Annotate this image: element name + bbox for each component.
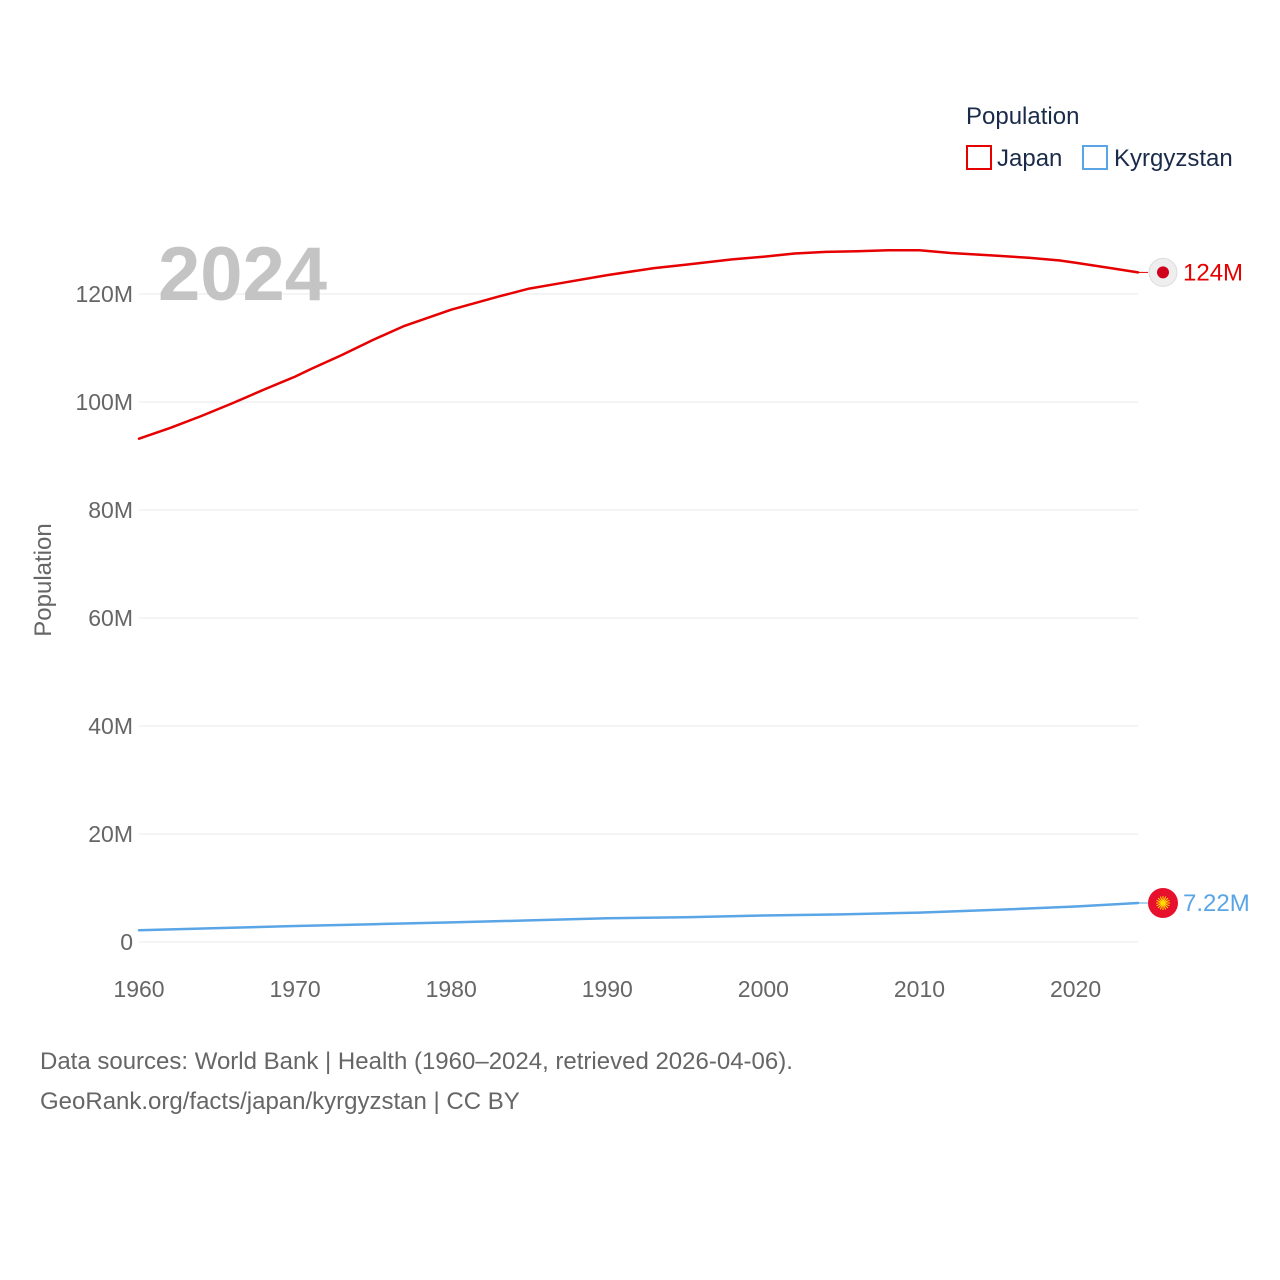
legend-swatch-kyrgyzstan [1082,145,1108,170]
kyrgyzstan-flag-ray [1157,904,1162,909]
y-tick-label: 40M [88,713,133,739]
y-axis-title: Population [30,523,57,636]
kyrgyzstan-flag-ray [1156,903,1161,907]
end-value-label-kyrgyzstan: 7.22M [1183,890,1250,917]
kyrgyzstan-flag-sun [1160,900,1166,907]
grid-lines [139,293,1138,943]
kyrgyzstan-flag-ray [1163,896,1167,901]
series-line-kyrgyzstan[interactable] [137,901,1140,932]
legend-item-japan[interactable]: Japan [966,145,1062,172]
x-tick-label: 1990 [582,976,633,1002]
kyrgyzstan-flag-ray [1159,896,1163,901]
legend-title: Population [966,103,1079,130]
end-value-label-japan: 124M [1183,259,1243,286]
source-line-data: Data sources: World Bank | Health (1960–… [40,1048,793,1075]
y-tick-label: 120M [75,281,133,307]
legend-swatch-japan [966,145,992,170]
kyrgyzstan-flag-ray [1165,903,1170,907]
kyrgyzstan-flag-ray [1164,904,1169,909]
y-tick-label: 60M [88,605,133,631]
y-tick-label: 20M [88,821,133,847]
x-tick-label: 1960 [113,976,164,1002]
legend-label-japan: Japan [997,145,1062,172]
source-line-link[interactable]: GeoRank.org/facts/japan/kyrgyzstan | CC … [40,1088,520,1115]
series-end-markers: 124M 7.22M [1138,257,1250,919]
kyrgyzstan-flag-icon [1148,888,1178,919]
kyrgyzstan-flag-ray [1159,905,1163,910]
current-year-label: 2024 [158,232,327,317]
x-tick-label: 1970 [270,976,321,1002]
x-tick-label: 2020 [1050,976,1101,1002]
y-tick-label: 0 [120,929,133,955]
kyrgyzstan-flag-ray [1164,897,1169,902]
legend[interactable]: Population Japan Kyrgyzstan [966,103,1233,172]
x-axis-ticks: 1960 1970 1980 1990 2000 2010 2020 [113,976,1101,1002]
kyrgyzstan-flag-ray [1163,905,1167,910]
japan-flag-sun [1157,266,1169,279]
x-tick-label: 2010 [894,976,945,1002]
kyrgyzstan-flag-ray [1165,899,1170,903]
x-tick-label: 2000 [738,976,789,1002]
series-line-japan[interactable] [137,249,1140,440]
source-note: Data sources: World Bank | Health (1960–… [40,1042,793,1122]
kyrgyzstan-flag-ray [1157,897,1162,902]
kyrgyzstan-flag-ray [1156,899,1161,903]
population-chart: 0 20M 40M 60M 80M 100M 120M 1960 1970 1980 1990 20… [30,103,1250,1002]
series-lines [137,249,1140,932]
y-tick-label: 100M [75,389,133,415]
legend-label-kyrgyzstan: Kyrgyzstan [1114,145,1233,172]
y-axis-ticks: 0 20M 40M 60M 80M 100M 120M [75,281,133,955]
y-tick-label: 80M [88,497,133,523]
japan-flag-icon [1148,257,1178,287]
x-tick-label: 1980 [426,976,477,1002]
legend-item-kyrgyzstan[interactable]: Kyrgyzstan [1082,145,1233,172]
